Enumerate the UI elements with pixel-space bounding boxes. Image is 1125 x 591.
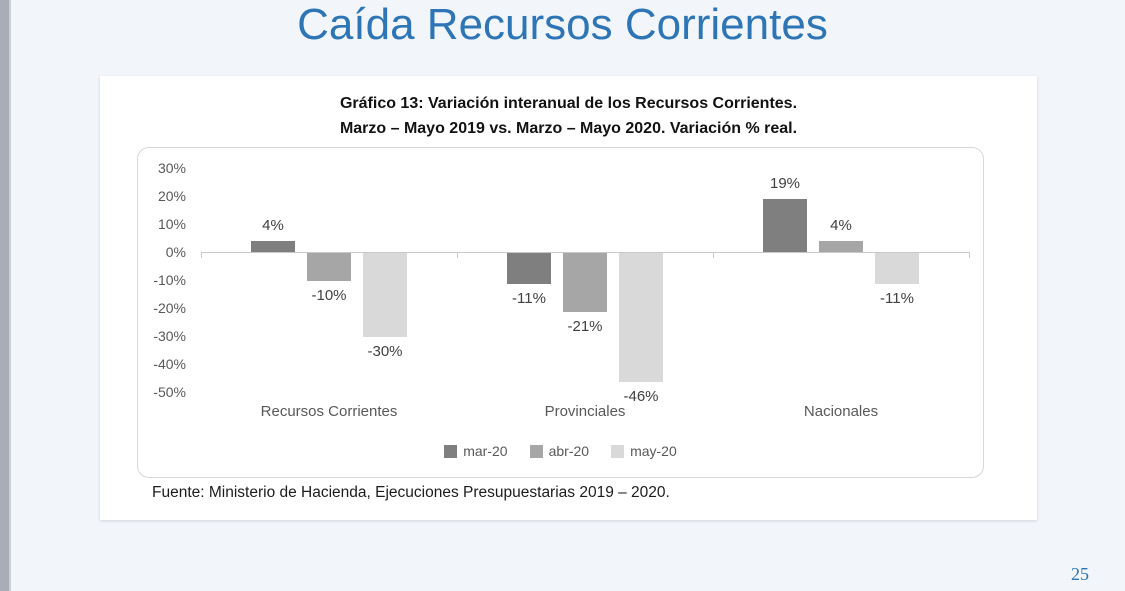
- legend-swatch-icon: [529, 444, 543, 458]
- y-axis-tick-label: -10%: [153, 272, 186, 288]
- bar-value-label: -10%: [311, 287, 347, 304]
- bar-value-label: -11%: [880, 289, 914, 307]
- bar-may-20-recursos-corrientes: [363, 253, 407, 337]
- y-axis-tick-label: 0%: [165, 244, 186, 260]
- legend-label: mar-20: [463, 443, 508, 459]
- chart-title: Gráfico 13: Variación interanual de los …: [100, 91, 1037, 141]
- category-label: Recursos Corrientes: [260, 403, 398, 420]
- y-axis-tick-label: 30%: [157, 160, 186, 176]
- bar-value-label: -30%: [367, 343, 403, 360]
- y-axis-tick-label: -40%: [153, 356, 186, 372]
- bar-abr-20-provinciales: [563, 253, 607, 312]
- bar-may-20-provinciales: [619, 253, 663, 382]
- legend-label: may-20: [630, 443, 677, 459]
- y-axis-tick-label: 20%: [157, 188, 186, 204]
- legend-swatch-icon: [611, 444, 625, 458]
- chart-title-line2: Marzo – Mayo 2019 vs. Marzo – Mayo 2020.…: [339, 120, 798, 137]
- legend-swatch-icon: [444, 444, 458, 458]
- bar-value-label: -21%: [567, 317, 603, 335]
- bar-value-label: -46%: [623, 387, 659, 405]
- bar-mar-20-provinciales: [507, 253, 551, 284]
- chart-legend: mar-20 abr-20 may-20: [138, 443, 983, 459]
- legend-item-mar-20: mar-20: [444, 443, 508, 459]
- legend-item-abr-20: abr-20: [529, 443, 590, 459]
- x-axis-tick: [969, 252, 970, 258]
- category-label: Nacionales: [803, 403, 879, 420]
- bar-abr-20-recursos-corrientes: [307, 253, 351, 281]
- x-axis-tick: [713, 252, 714, 258]
- legend-label: abr-20: [548, 443, 590, 459]
- page-number: 25: [1071, 564, 1089, 584]
- y-axis-tick-label: -50%: [153, 384, 186, 400]
- bar-value-label: 19%: [769, 174, 801, 192]
- bar-value-label: 4%: [830, 216, 852, 234]
- y-axis-tick-label: -30%: [153, 328, 186, 344]
- category-label: Provinciales: [544, 403, 626, 420]
- slide-title: Caída Recursos Corrientes: [297, 0, 828, 49]
- x-axis-line: [201, 252, 969, 253]
- source-note: Fuente: Ministerio de Hacienda, Ejecucio…: [152, 484, 670, 501]
- bar-mar-20-recursos-corrientes: [251, 240, 295, 252]
- y-axis-tick-label: -20%: [153, 300, 186, 316]
- x-axis-tick: [457, 252, 458, 258]
- left-edge-bar: [0, 0, 11, 591]
- y-axis-tick-label: 10%: [157, 216, 186, 232]
- legend-item-may-20: may-20: [611, 443, 677, 459]
- bar-mar-20-nacionales: [763, 198, 807, 252]
- x-axis-tick: [201, 252, 202, 258]
- bar-abr-20-nacionales: [819, 240, 863, 252]
- bar-value-label: -11%: [512, 289, 546, 307]
- bar-may-20-nacionales: [875, 253, 919, 284]
- bar-value-label: 4%: [262, 216, 284, 234]
- chart-title-line1: Gráfico 13: Variación interanual de los …: [339, 95, 798, 112]
- chart-card: Gráfico 13: Variación interanual de los …: [100, 76, 1037, 520]
- chart-frame: 30% 20% 10% 0% -10% -20% -30% -40% -50% Recursos …: [137, 147, 984, 478]
